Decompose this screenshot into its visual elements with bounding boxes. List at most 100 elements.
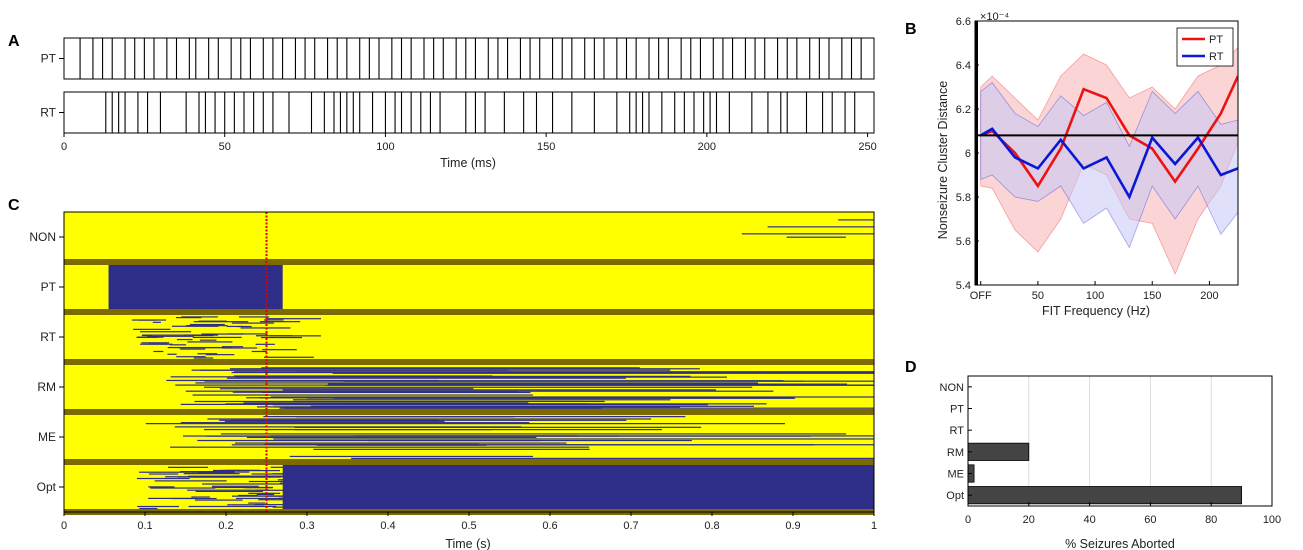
streak-RM-38 — [231, 371, 874, 374]
streak-Opt-33 — [189, 476, 281, 478]
streak-ME-21 — [220, 433, 847, 435]
panel-b-xtick-label-1: 50 — [1032, 290, 1044, 302]
streak-NON-1 — [767, 226, 874, 228]
state-block-PT — [108, 265, 283, 309]
streak-RM-26 — [310, 405, 755, 407]
panel-b-ytick-label-1: 5.6 — [956, 236, 971, 248]
panel-a-xtick-label-1: 50 — [219, 141, 231, 153]
streak-RT-16 — [176, 356, 206, 358]
streak-RM-10 — [195, 382, 759, 384]
streak-RT-32 — [255, 343, 275, 345]
heatmap-group-label-RM: RM — [37, 380, 56, 394]
streak-Opt-2 — [191, 496, 210, 498]
streak-RM-20 — [233, 375, 493, 377]
streak-RT-33 — [153, 350, 164, 353]
streak-ME-28 — [313, 448, 590, 450]
streak-Opt-28 — [192, 471, 250, 473]
panel-d-xtick-label-4: 80 — [1205, 514, 1217, 526]
streak-Opt-7 — [188, 475, 236, 477]
streak-Opt-40 — [238, 494, 258, 497]
streak-Opt-46 — [154, 480, 227, 482]
streak-RM-30 — [332, 372, 874, 374]
series-line-PT — [980, 75, 1238, 189]
streak-RM-32 — [185, 390, 774, 392]
panel-c-xtick-label-1: 0.1 — [137, 520, 152, 532]
raster-row-label-RT: RT — [40, 106, 56, 120]
streak-ME-11 — [294, 429, 493, 431]
panel-d-letter: D — [905, 359, 917, 376]
streak-RM-42 — [170, 376, 585, 378]
streak-ME-10 — [367, 439, 540, 442]
streak-ME-9 — [351, 457, 874, 459]
panel-d-xtick-label-2: 40 — [1083, 514, 1095, 526]
bar-label-PT: PT — [950, 404, 964, 416]
streak-RT-9 — [180, 348, 206, 350]
streak-ME-18 — [230, 419, 440, 421]
streak-RT-48 — [183, 334, 219, 336]
streak-Opt-1 — [136, 477, 190, 480]
group-separator-2 — [64, 309, 874, 315]
panel-b-xtick-label-2: 100 — [1086, 290, 1104, 302]
heatmap-group-label-RT: RT — [40, 330, 56, 344]
bar-label-NON: NON — [940, 382, 965, 394]
bar-label-RM: RM — [947, 447, 964, 459]
streak-Opt-56 — [248, 480, 312, 483]
heatmap-group-label-PT: PT — [41, 280, 57, 294]
panel-b-y-exponent: ×10⁻⁴ — [980, 11, 1009, 23]
panel-d-bg — [968, 376, 1272, 506]
streak-RM-41 — [225, 403, 589, 405]
streak-ME-13 — [289, 455, 534, 458]
streak-ME-19 — [180, 422, 530, 424]
streak-RT-35 — [251, 350, 267, 353]
heatmap-group-label-Opt: Opt — [37, 480, 57, 494]
streak-Opt-11 — [195, 490, 263, 492]
streak-RM-24 — [204, 386, 753, 388]
streak-RT-54 — [262, 349, 297, 351]
state-block-Opt — [282, 465, 874, 509]
streak-RT-41 — [198, 320, 227, 322]
panel-d-xtick-label-5: 100 — [1263, 514, 1281, 526]
streak-Opt-27 — [256, 493, 275, 496]
streak-RM-43 — [343, 380, 874, 382]
streak-RT-22 — [222, 347, 258, 349]
bar-label-Opt: Opt — [946, 490, 964, 502]
streak-RT-51 — [260, 336, 303, 339]
panel-b-xtick-label-0: OFF — [970, 290, 992, 302]
streak-RT-5 — [189, 323, 225, 326]
streak-ME-27 — [246, 436, 537, 439]
streak-RM-5 — [229, 368, 700, 370]
panel-c-xtick-label-3: 0.3 — [299, 520, 314, 532]
streak-RM-40 — [243, 402, 529, 404]
streak-RM-31 — [293, 399, 671, 401]
streak-RT-24 — [186, 325, 228, 327]
panel-b-xtick-label-4: 200 — [1200, 290, 1218, 302]
streak-Opt-19 — [248, 502, 266, 504]
streak-Opt-37 — [231, 495, 315, 497]
streak-Opt-42 — [211, 485, 259, 487]
streak-ME-20 — [224, 420, 445, 422]
streak-RT-7 — [193, 357, 214, 359]
band-RT — [980, 82, 1238, 249]
panel-a-xtick-label-0: 0 — [61, 141, 67, 153]
streak-Opt-53 — [148, 486, 175, 488]
streak-RT-10 — [263, 319, 284, 321]
streak-RT-30 — [167, 353, 177, 355]
streak-RT-12 — [187, 341, 233, 343]
streak-Opt-47 — [148, 473, 179, 475]
legend-label-RT: RT — [1209, 51, 1224, 63]
streak-RT-1 — [226, 325, 243, 328]
heatmap-group-label-ME: ME — [38, 430, 56, 444]
panel-a-xtick-label-4: 200 — [698, 141, 716, 153]
streak-RT-42 — [239, 316, 270, 318]
panel-a-letter: A — [8, 33, 20, 50]
group-separator-1 — [64, 259, 874, 265]
streak-RM-35 — [233, 371, 875, 373]
panel-c-heatmap: C Time (s) NON PT RT RM ME Opt 0 0.1 0.2 0.3 0.4 0.… — [8, 197, 877, 550]
streak-ME-29 — [170, 446, 590, 448]
streak-NON-2 — [838, 219, 874, 221]
heatmap-group-label-NON: NON — [29, 230, 56, 244]
streak-Opt-38 — [187, 489, 269, 491]
streak-RT-29 — [147, 335, 194, 337]
panel-a-raster: A Time (ms) PT RT 0 50 100 150 200 250 — [8, 33, 877, 170]
